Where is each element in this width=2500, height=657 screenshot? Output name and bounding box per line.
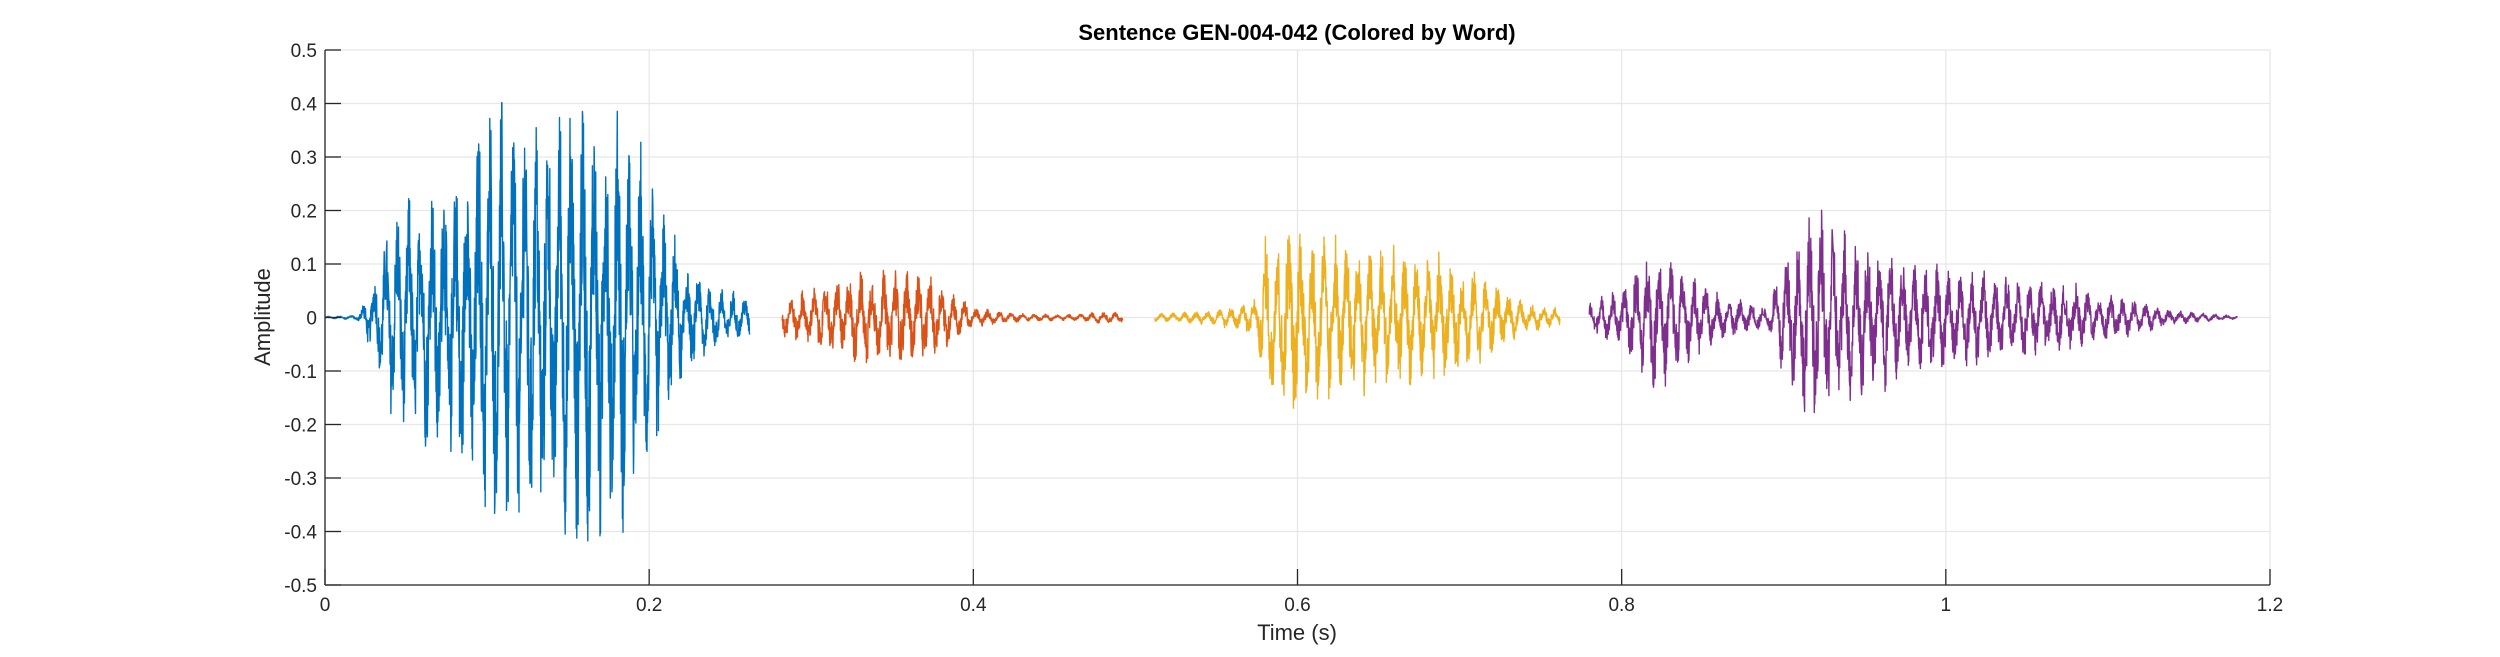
series-line-1 (324, 101, 751, 542)
x-axis-label: Time (s) (1257, 620, 1337, 645)
y-tick-label: 0.2 (291, 202, 317, 223)
x-tick-label: 0.4 (960, 595, 987, 616)
x-tick-label: 1 (1941, 595, 1952, 616)
y-tick-label: -0.4 (284, 523, 317, 544)
series-group (324, 101, 2238, 542)
x-tick-label: 0 (320, 595, 331, 616)
y-axis-label: Amplitude (250, 268, 275, 366)
x-tick-label: 1.2 (2257, 595, 2283, 616)
chart-title: Sentence GEN-004-042 (Colored by Word) (1078, 20, 1515, 45)
series-line-4 (1588, 209, 2238, 414)
x-tick-label: 0.8 (1608, 595, 1634, 616)
y-tick-label: 0 (306, 309, 317, 330)
y-tick-label: 0.4 (291, 95, 318, 116)
y-tick-label: -0.5 (284, 576, 317, 597)
y-tick-label: 0.1 (291, 255, 317, 276)
y-tick-label: -0.1 (284, 362, 317, 383)
y-tick-label: 0.3 (291, 148, 317, 169)
x-tick-label: 0.2 (636, 595, 662, 616)
series-line-3 (1154, 233, 1561, 409)
x-tick-label: 0.6 (1284, 595, 1310, 616)
y-tick-label: -0.3 (284, 469, 317, 490)
series-line-2 (781, 269, 1124, 364)
y-tick-label: 0.5 (291, 41, 317, 62)
axes: 0 0.2 0.4 0.6 0.8 1 1.2 0.5 0.4 0.3 0.2 0.1 0 -0.1 -0.… (284, 41, 2283, 616)
y-tick-label: -0.2 (284, 416, 317, 437)
